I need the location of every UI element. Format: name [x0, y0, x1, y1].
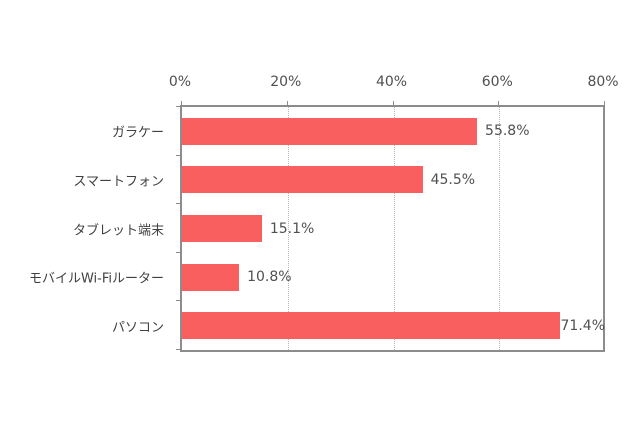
- bar: [182, 263, 240, 291]
- category-label: ガラケー: [111, 125, 164, 141]
- bar: [182, 215, 262, 242]
- gridline: [287, 107, 289, 350]
- x-tick-label: 40%: [375, 74, 408, 90]
- category-label: パソコン: [111, 320, 164, 336]
- bar: [182, 117, 478, 145]
- x-tick-label: 20%: [270, 74, 302, 90]
- y-tick: [176, 106, 182, 107]
- x-tick-label: 80%: [587, 74, 619, 90]
- value-label: 10.8%: [247, 269, 292, 286]
- x-tick-label: 60%: [481, 74, 513, 90]
- y-tick: [176, 203, 182, 205]
- value-label: 71.4%: [560, 317, 605, 334]
- gridline: [393, 107, 395, 350]
- y-tick: [176, 300, 182, 302]
- bar: [182, 166, 423, 194]
- x-tick: [498, 101, 500, 107]
- y-tick: [176, 251, 182, 253]
- category-label: モバイルWi-Fiルーター: [28, 271, 164, 287]
- y-tick: [176, 154, 182, 156]
- plot-area: [176, 101, 605, 352]
- category-label: スマートフォン: [73, 174, 164, 190]
- x-tick: [286, 101, 288, 107]
- x-tick-label: 0%: [168, 74, 192, 90]
- value-label: 55.8%: [485, 123, 530, 140]
- x-tick: [604, 101, 605, 107]
- bar: [182, 312, 560, 340]
- y-tick: [176, 349, 182, 350]
- x-tick: [181, 101, 182, 107]
- x-tick: [392, 101, 394, 107]
- category-label: タブレット端末: [72, 223, 164, 238]
- gridline: [499, 107, 501, 350]
- value-label: 15.1%: [269, 220, 315, 237]
- value-label: 45.5%: [430, 171, 476, 188]
